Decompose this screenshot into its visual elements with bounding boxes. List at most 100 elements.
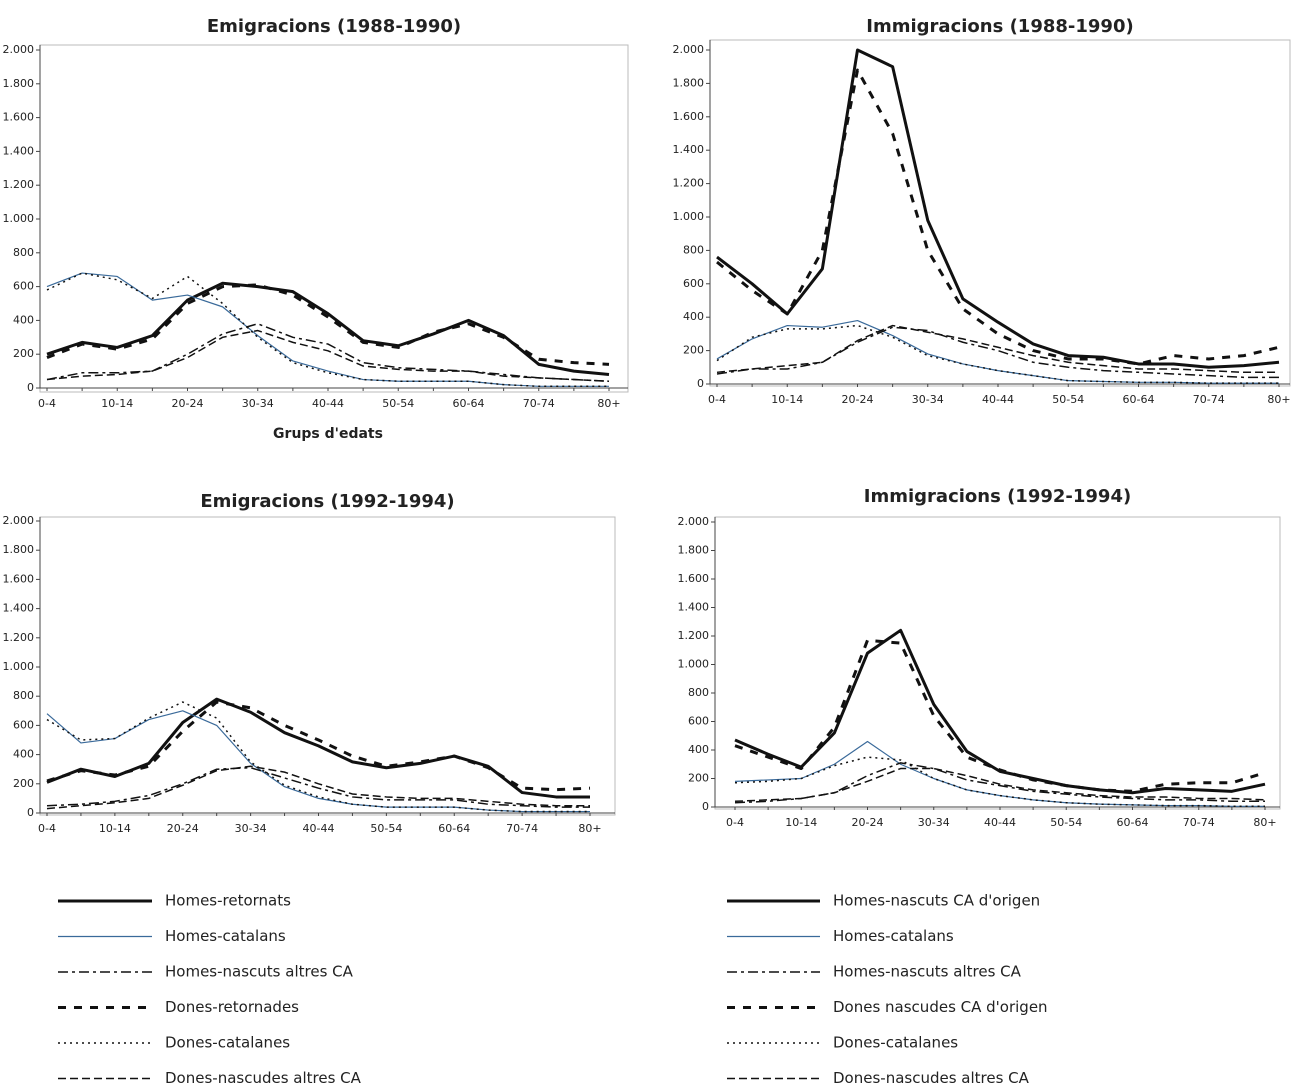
x-tick-label: 60-64 xyxy=(438,822,470,835)
x-tick-label: 40-44 xyxy=(312,397,344,410)
y-tick-label: 1.600 xyxy=(3,111,35,124)
chart-title: Immigracions (1992-1994) xyxy=(864,486,1131,507)
legend-label: Homes-catalans xyxy=(833,927,954,945)
x-tick-label: 50-54 xyxy=(1052,393,1084,406)
series-line xyxy=(46,701,590,813)
series-line xyxy=(46,700,591,792)
plot-frame xyxy=(39,44,629,393)
y-tick-label: 400 xyxy=(13,748,34,761)
legend-label: Homes-nascuts altres CA xyxy=(833,963,1022,981)
x-tick-label: 10-14 xyxy=(785,816,817,829)
y-tick-label: 1.000 xyxy=(678,658,710,671)
x-tick-label: 50-54 xyxy=(370,822,402,835)
series-line xyxy=(734,767,1266,803)
series-line xyxy=(716,324,1279,374)
y-tick-label: 600 xyxy=(688,715,709,728)
y-tick-label: 0 xyxy=(27,381,34,394)
chart-title: Immigracions (1988-1990) xyxy=(866,16,1133,37)
y-tick-label: 400 xyxy=(688,743,709,756)
x-tick-label: 80+ xyxy=(1253,816,1276,829)
y-tick-label: 800 xyxy=(13,246,34,259)
x-tick-label: 70-74 xyxy=(1183,816,1215,829)
y-tick-label: 1.600 xyxy=(673,110,705,123)
y-tick-label: 1.400 xyxy=(678,601,710,614)
series-line xyxy=(46,272,609,388)
x-tick-label: 80+ xyxy=(597,397,620,410)
series-line xyxy=(734,638,1266,793)
series-line xyxy=(46,766,590,808)
y-tick-label: 1.400 xyxy=(3,602,35,615)
x-tick-label: 40-44 xyxy=(984,816,1016,829)
x-axis-title: Grups d'edats xyxy=(273,426,383,442)
series-line xyxy=(46,272,609,387)
y-tick-label: 600 xyxy=(13,280,34,293)
x-tick-label: 20-24 xyxy=(172,397,204,410)
y-tick-label: 400 xyxy=(13,313,34,326)
legend-label: Homes-catalans xyxy=(165,927,286,945)
plot-frame xyxy=(709,39,1291,387)
x-tick-label: 80+ xyxy=(578,822,601,835)
y-tick-label: 1.600 xyxy=(678,572,710,585)
y-tick-label: 200 xyxy=(688,772,709,785)
x-tick-label: 30-34 xyxy=(235,822,267,835)
x-tick-label: 70-74 xyxy=(506,822,538,835)
y-tick-label: 2.000 xyxy=(3,43,35,56)
legend-label: Dones-catalanes xyxy=(833,1034,958,1052)
y-tick-label: 800 xyxy=(13,689,34,702)
y-tick-label: 1.400 xyxy=(3,144,35,157)
x-tick-label: 60-64 xyxy=(453,397,485,410)
x-tick-label: 0-4 xyxy=(708,393,726,406)
y-tick-label: 0 xyxy=(697,377,704,390)
x-tick-label: 60-64 xyxy=(1123,393,1155,406)
y-tick-label: 1.000 xyxy=(3,660,35,673)
series-line xyxy=(734,756,1265,808)
y-tick-label: 1.200 xyxy=(3,631,35,644)
series-line xyxy=(716,326,1279,379)
y-tick-label: 1.400 xyxy=(673,143,705,156)
series-line xyxy=(46,697,590,799)
legend-label: Homes-retornats xyxy=(165,892,291,910)
y-tick-label: 200 xyxy=(13,347,34,360)
legend-label: Dones-catalanes xyxy=(165,1034,290,1052)
x-tick-label: 10-14 xyxy=(771,393,803,406)
x-tick-label: 70-74 xyxy=(1193,393,1225,406)
y-tick-label: 1.800 xyxy=(3,77,35,90)
y-tick-label: 1.200 xyxy=(673,177,705,190)
y-tick-label: 400 xyxy=(683,310,704,323)
y-tick-label: 1.800 xyxy=(3,543,35,556)
series-line xyxy=(46,765,590,810)
x-tick-label: 50-54 xyxy=(1050,816,1082,829)
legend-label: Homes-nascuts CA d'origen xyxy=(833,892,1040,910)
x-tick-label: 30-34 xyxy=(242,397,274,410)
y-tick-label: 800 xyxy=(688,686,709,699)
x-tick-label: 30-34 xyxy=(912,393,944,406)
legend-label: Dones nascudes CA d'origen xyxy=(833,998,1048,1016)
series-line xyxy=(716,319,1279,384)
y-tick-label: 200 xyxy=(683,344,704,357)
y-tick-label: 1.000 xyxy=(3,212,35,225)
series-line xyxy=(46,283,610,366)
y-tick-label: 600 xyxy=(13,718,34,731)
x-tick-label: 40-44 xyxy=(982,393,1014,406)
x-tick-label: 40-44 xyxy=(303,822,335,835)
y-tick-label: 1.000 xyxy=(673,210,705,223)
x-tick-label: 20-24 xyxy=(852,816,884,829)
y-tick-label: 800 xyxy=(683,243,704,256)
series-line xyxy=(716,68,1280,366)
x-tick-label: 0-4 xyxy=(726,816,744,829)
series-line xyxy=(46,281,610,376)
plot-frame xyxy=(39,516,616,816)
series-line xyxy=(46,329,610,382)
chart-title: Emigracions (1988-1990) xyxy=(207,16,461,37)
series-line xyxy=(46,710,590,813)
y-tick-label: 2.000 xyxy=(678,515,710,528)
x-tick-label: 20-24 xyxy=(167,822,199,835)
y-tick-label: 200 xyxy=(13,777,34,790)
x-tick-label: 50-54 xyxy=(382,397,414,410)
chart-title: Emigracions (1992-1994) xyxy=(200,491,454,512)
y-tick-label: 0 xyxy=(27,806,34,819)
y-tick-label: 600 xyxy=(683,277,704,290)
y-tick-label: 1.600 xyxy=(3,572,35,585)
series-line xyxy=(716,48,1280,369)
